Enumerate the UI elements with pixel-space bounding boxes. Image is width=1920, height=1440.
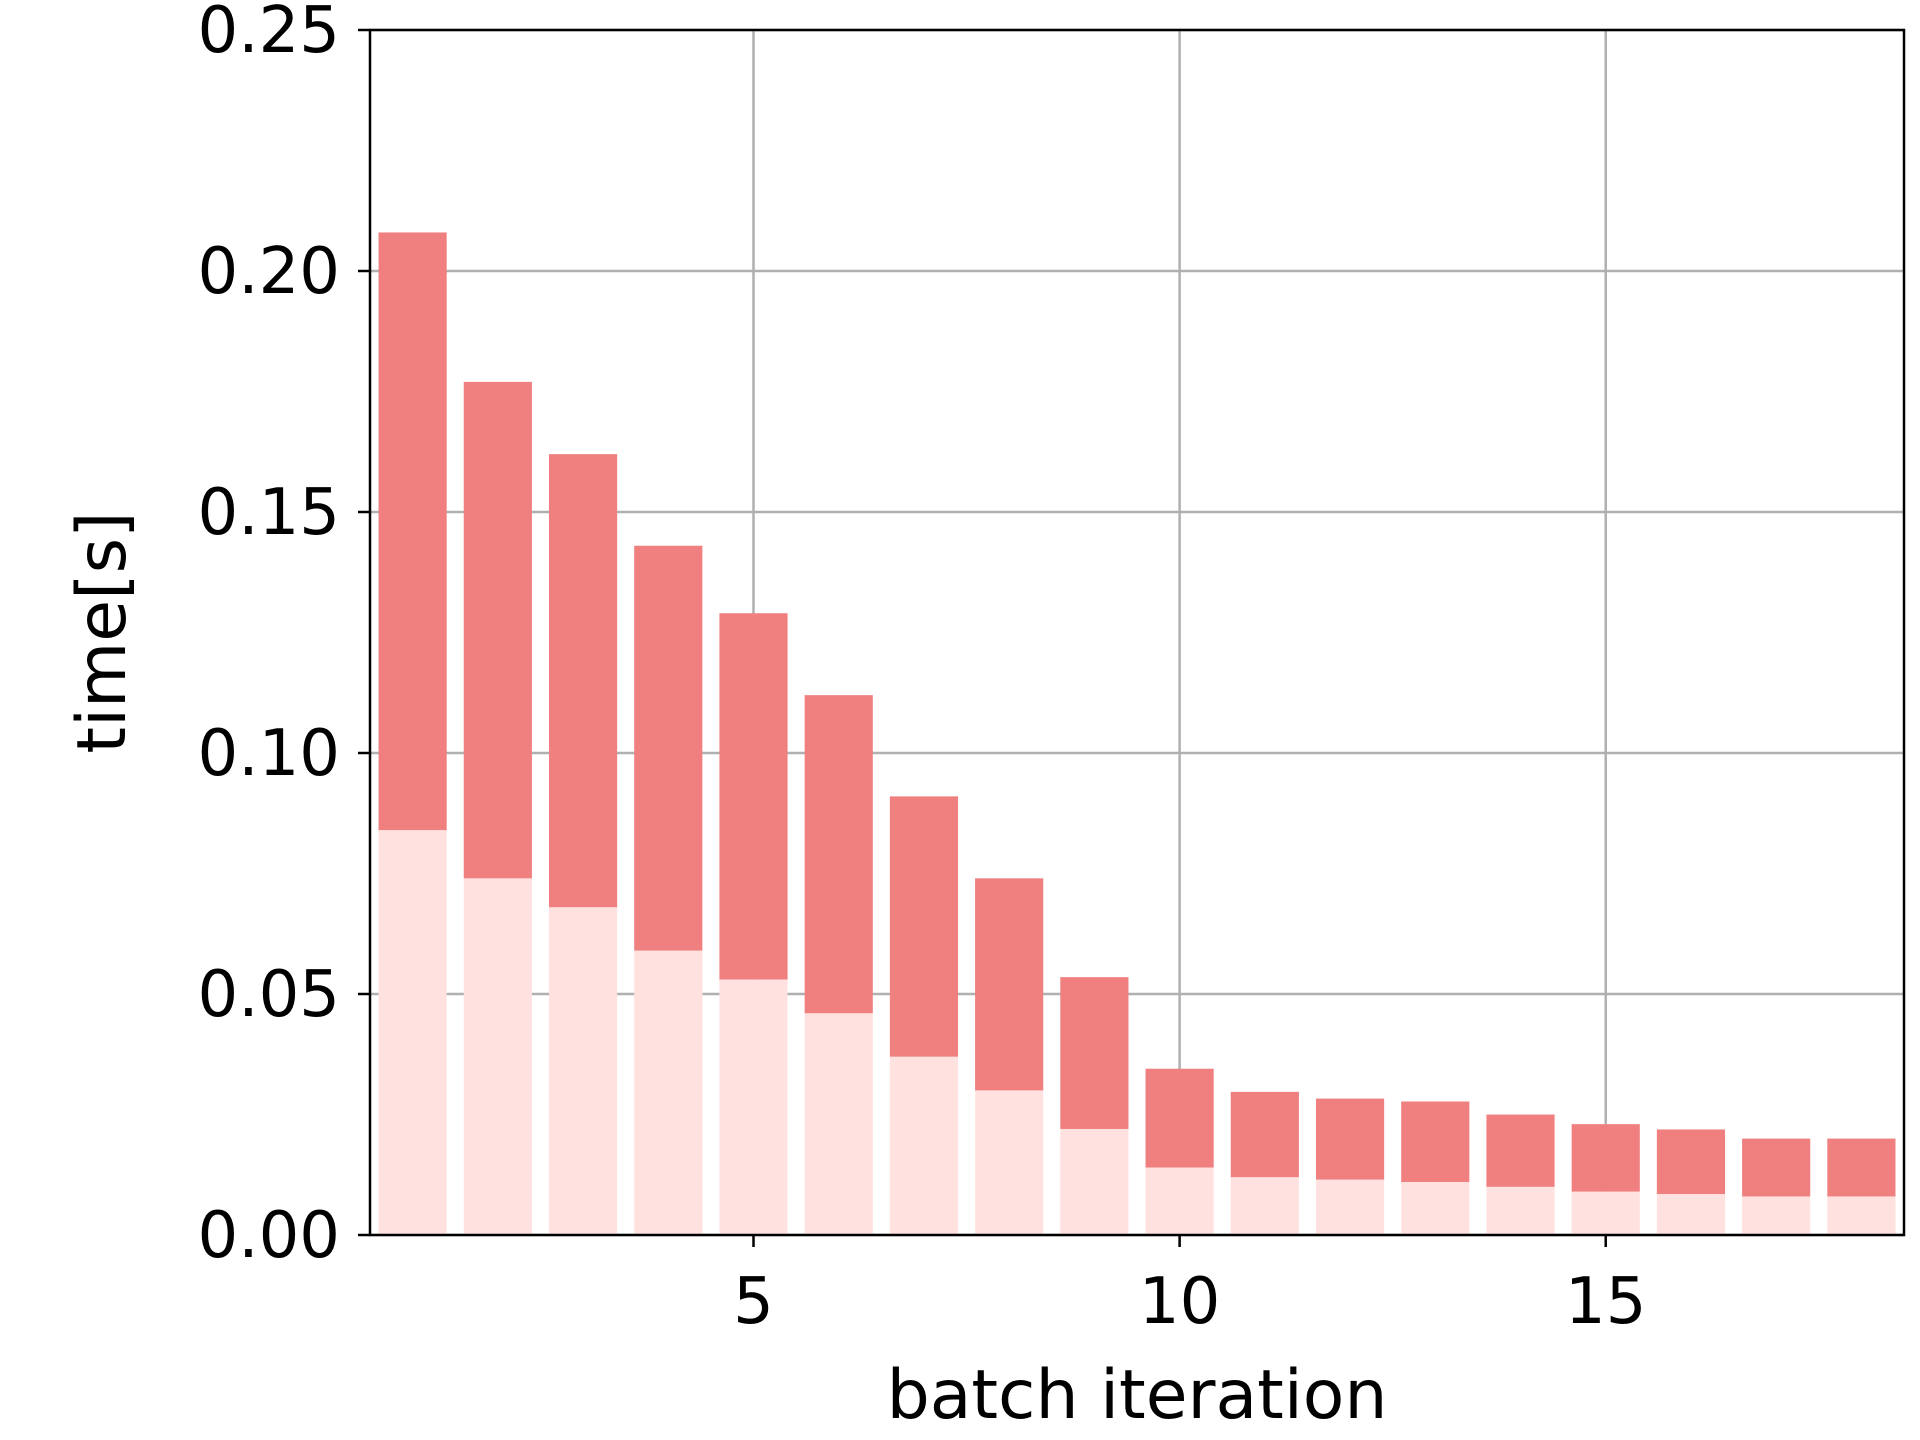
- bar-segment-lower-6: [804, 1013, 873, 1235]
- bar-segment-lower-14: [1486, 1186, 1555, 1235]
- bar-segment-lower-4: [634, 950, 703, 1235]
- y-axis-label: time[s]: [63, 511, 142, 753]
- bar-segment-upper-11: [1230, 1091, 1299, 1178]
- bars: [378, 232, 1896, 1235]
- bar-segment-upper-5: [719, 613, 788, 980]
- bar-segment-lower-5: [719, 979, 788, 1235]
- y-tick-label: 0.00: [198, 1199, 341, 1273]
- bar-segment-upper-7: [889, 796, 959, 1057]
- bar-segment-lower-13: [1401, 1181, 1470, 1235]
- bar-segment-lower-1: [378, 830, 447, 1235]
- bar-segment-upper-4: [634, 545, 703, 951]
- bar-segment-lower-2: [463, 878, 532, 1235]
- x-tick-label: 5: [733, 1265, 774, 1339]
- y-tick-label: 0.20: [198, 235, 341, 309]
- bar-segment-upper-2: [463, 381, 532, 879]
- bar-segment-upper-16: [1656, 1129, 1726, 1195]
- bar-segment-upper-9: [1060, 977, 1129, 1129]
- bar-segment-lower-3: [548, 907, 618, 1235]
- plot-frame: [368, 28, 1906, 1237]
- bar-segment-upper-13: [1401, 1101, 1470, 1182]
- bar-segment-lower-11: [1230, 1177, 1299, 1235]
- bar-segment-upper-6: [804, 695, 873, 1014]
- bar-segment-upper-18: [1827, 1138, 1896, 1197]
- bar-segment-lower-17: [1742, 1196, 1811, 1235]
- bar-segment-upper-17: [1742, 1138, 1811, 1197]
- axis-ticks: 5 10 15 0.00 0.05 0.10 0.15 0.20 0.25: [198, 0, 1647, 1339]
- bar-segment-lower-15: [1571, 1191, 1640, 1235]
- bar-segment-upper-10: [1145, 1068, 1214, 1168]
- bar-segment-lower-9: [1060, 1128, 1129, 1235]
- y-tick-label: 0.25: [198, 0, 341, 68]
- bar-segment-upper-12: [1315, 1098, 1385, 1180]
- bar-segment-lower-16: [1656, 1194, 1726, 1235]
- bar-segment-upper-1: [378, 232, 447, 831]
- bar-segment-upper-3: [548, 454, 618, 908]
- x-axis-label: batch iteration: [887, 1356, 1388, 1435]
- bar-segment-lower-10: [1145, 1167, 1214, 1235]
- bar-segment-lower-7: [889, 1056, 959, 1235]
- y-tick-label: 0.15: [198, 476, 341, 550]
- x-tick-label: 10: [1139, 1265, 1220, 1339]
- bar-segment-upper-14: [1486, 1114, 1555, 1187]
- bar-segment-upper-15: [1571, 1124, 1640, 1192]
- y-tick-label: 0.10: [198, 717, 341, 791]
- bar-segment-lower-12: [1315, 1179, 1385, 1235]
- bar-segment-lower-18: [1827, 1196, 1896, 1235]
- x-tick-label: 15: [1565, 1265, 1646, 1339]
- bar-segment-upper-8: [975, 878, 1044, 1091]
- y-tick-label: 0.05: [198, 958, 341, 1032]
- bar-segment-lower-8: [975, 1090, 1044, 1235]
